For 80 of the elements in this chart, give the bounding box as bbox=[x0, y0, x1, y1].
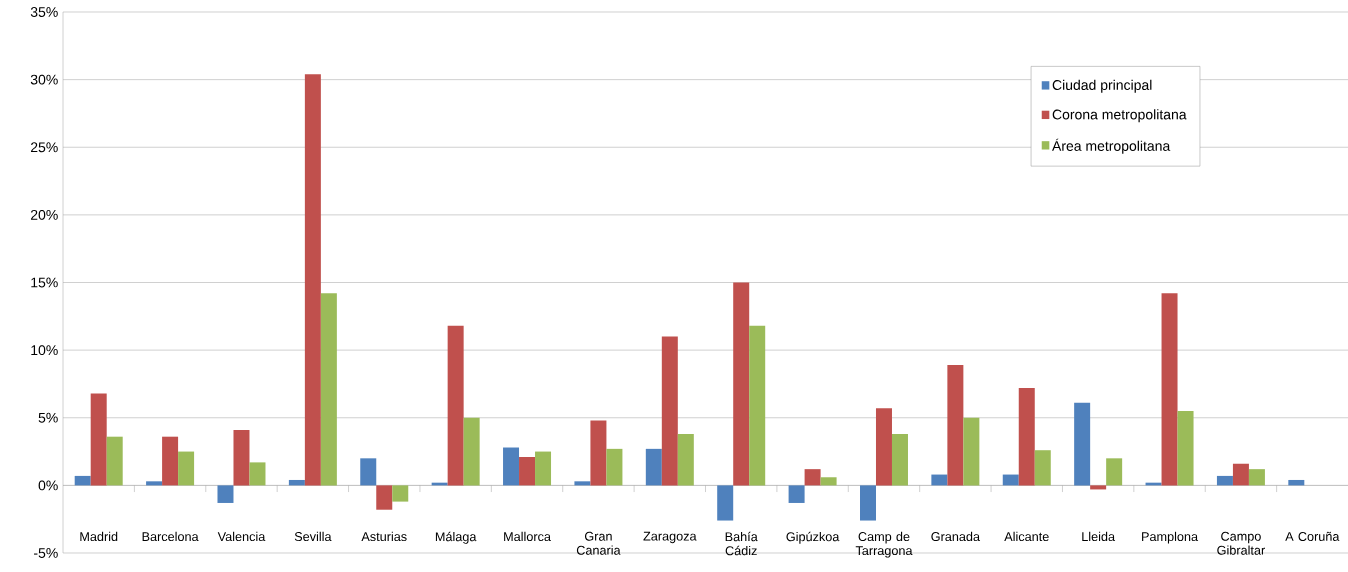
y-tick-label: 25% bbox=[30, 142, 58, 153]
x-tick-label: Asturias bbox=[361, 531, 407, 542]
bar bbox=[74, 475, 91, 486]
bar bbox=[217, 485, 234, 503]
x-tick-label: Camp de Tarragona bbox=[855, 531, 913, 558]
bar bbox=[859, 485, 876, 521]
bar bbox=[1034, 450, 1051, 486]
bar bbox=[1248, 469, 1265, 486]
bar bbox=[376, 485, 393, 510]
bar bbox=[733, 282, 750, 486]
bar bbox=[574, 481, 591, 486]
legend-label: Área metropolitana bbox=[1052, 138, 1171, 154]
bar bbox=[606, 448, 623, 486]
bar bbox=[947, 365, 964, 486]
bar bbox=[1018, 387, 1035, 486]
legend-label: Corona metropolitana bbox=[1052, 109, 1187, 123]
bar bbox=[590, 420, 607, 486]
bar bbox=[360, 458, 377, 486]
x-tick-label: Mallorca bbox=[504, 531, 551, 542]
bar bbox=[447, 325, 464, 486]
y-tick-label: 35% bbox=[30, 7, 58, 17]
x-tick-label: Gipúzkoa bbox=[786, 531, 840, 544]
x-tick-label: Málaga bbox=[435, 531, 477, 544]
x-tick-label: Campo Gibraltar bbox=[1217, 531, 1265, 555]
bar bbox=[320, 293, 337, 486]
bar bbox=[717, 485, 734, 521]
bar bbox=[519, 456, 536, 486]
bar bbox=[804, 469, 821, 486]
x-tick-label: Bahía Cádiz bbox=[725, 531, 758, 556]
y-tick-label: 20% bbox=[30, 209, 58, 220]
x-tick-label: Pamplona bbox=[1142, 531, 1199, 544]
y-tick-label: 0% bbox=[38, 480, 58, 491]
bar bbox=[106, 436, 123, 486]
y-tick-label: 10% bbox=[31, 345, 58, 356]
y-tick-label: 30% bbox=[30, 74, 58, 85]
x-tick-label: Lleida bbox=[1082, 531, 1116, 542]
bar bbox=[503, 447, 520, 486]
bar bbox=[963, 417, 980, 486]
bar bbox=[463, 417, 480, 486]
x-tick-label: Barcelona bbox=[142, 531, 199, 542]
x-tick-label: A Coruña bbox=[1285, 531, 1340, 541]
y-tick-label: -5% bbox=[34, 548, 58, 558]
bar bbox=[304, 74, 321, 486]
bar bbox=[178, 451, 195, 486]
x-tick-label: Zaragoza bbox=[643, 531, 697, 544]
bar bbox=[146, 481, 163, 486]
x-tick-label: Alicante bbox=[1004, 531, 1049, 542]
bar bbox=[1002, 474, 1019, 486]
bar bbox=[677, 433, 694, 486]
bar bbox=[1288, 479, 1305, 486]
bar bbox=[875, 408, 892, 486]
bar bbox=[1177, 410, 1194, 486]
legend-label: Ciudad principal bbox=[1052, 79, 1152, 93]
x-tick-label: Sevilla bbox=[294, 531, 332, 542]
bar bbox=[249, 462, 266, 486]
bar bbox=[1161, 293, 1178, 486]
bar bbox=[891, 433, 908, 486]
x-tick-label: Madrid bbox=[80, 531, 118, 542]
bar bbox=[788, 485, 805, 503]
x-tick-label: Gran Canaria bbox=[576, 531, 621, 555]
x-tick-label: Granada bbox=[931, 531, 981, 542]
bar bbox=[392, 485, 409, 502]
bar bbox=[661, 336, 678, 486]
bar bbox=[820, 477, 837, 486]
bar bbox=[1216, 475, 1233, 486]
bar bbox=[1106, 458, 1123, 486]
bar bbox=[90, 393, 107, 486]
y-tick-label: 15% bbox=[31, 277, 58, 288]
bar bbox=[1232, 463, 1249, 486]
bar bbox=[749, 325, 766, 486]
y-tick-label: 5% bbox=[38, 412, 58, 423]
bar bbox=[162, 436, 179, 486]
bar bbox=[645, 448, 662, 486]
bar bbox=[1090, 485, 1107, 490]
x-tick-label: Valencia bbox=[217, 531, 266, 542]
bar bbox=[931, 474, 948, 486]
bar bbox=[535, 451, 552, 486]
bar bbox=[233, 429, 250, 486]
bar bbox=[288, 479, 305, 486]
bar bbox=[1074, 402, 1091, 486]
